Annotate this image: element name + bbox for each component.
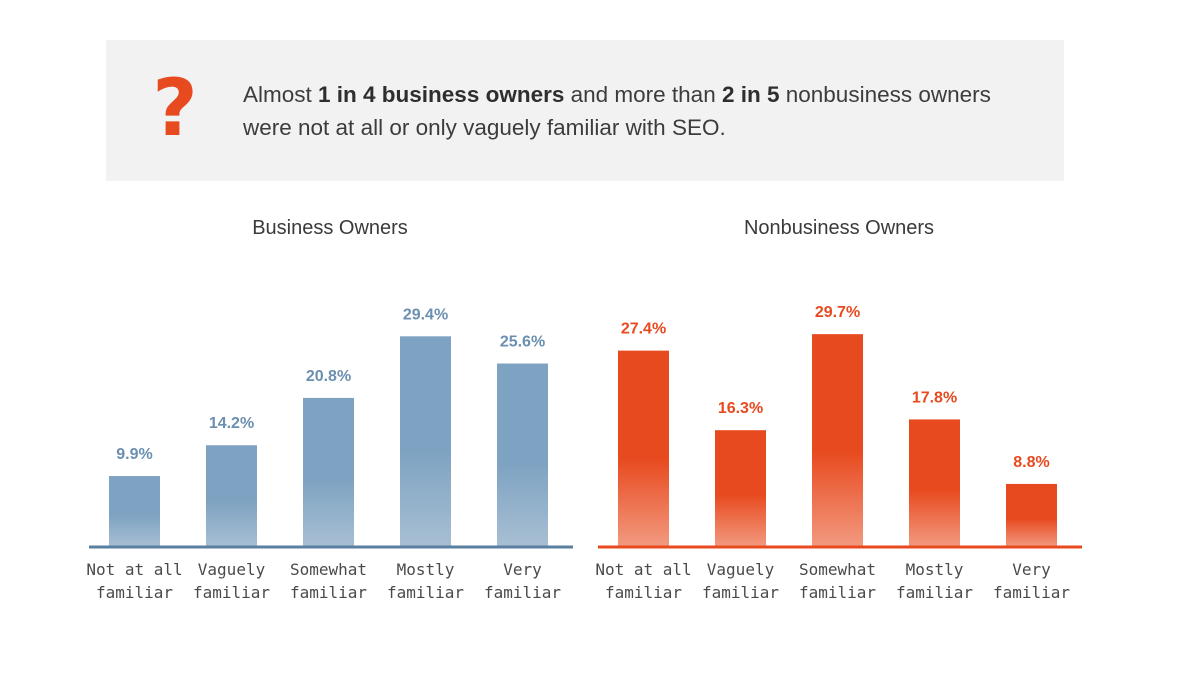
- callout-text: Almost 1 in 4 business owners and more t…: [243, 78, 1023, 144]
- value-label: 8.8%: [1013, 454, 1049, 471]
- category-label: familiar: [484, 583, 561, 602]
- bar-nonbusiness-4: [1006, 483, 1057, 547]
- question-mark-icon: ?: [152, 64, 198, 154]
- category-label: Mostly: [397, 560, 455, 579]
- category-label: familiar: [993, 583, 1070, 602]
- value-label: 16.3%: [718, 400, 763, 417]
- category-label: familiar: [387, 583, 464, 602]
- business-owners-chart: 9.9% Not at all familiar 14.2% Vaguely famili…: [86, 306, 573, 602]
- category-label: familiar: [290, 583, 367, 602]
- category-label: familiar: [193, 583, 270, 602]
- value-label: 14.2%: [209, 415, 254, 432]
- bar-business-0: [109, 476, 160, 547]
- category-label: Not at all: [595, 560, 691, 579]
- category-label: familiar: [896, 583, 973, 602]
- category-label: Vaguely: [198, 560, 266, 579]
- callout-text-part: Almost: [243, 82, 319, 107]
- category-label: Mostly: [906, 560, 964, 579]
- chart-title-nonbusiness: Nonbusiness Owners: [743, 217, 935, 239]
- callout-highlight-business: 1 in 4 business owners: [318, 82, 565, 107]
- category-label: familiar: [605, 583, 682, 602]
- callout-highlight-nonbusiness: 2 in 5: [721, 82, 780, 107]
- category-label: familiar: [702, 583, 779, 602]
- category-label: Somewhat: [799, 560, 876, 579]
- category-label: familiar: [96, 583, 173, 602]
- category-label: Not at all: [86, 560, 182, 579]
- bar-business-2: [303, 397, 354, 547]
- bar-nonbusiness-3: [909, 419, 960, 547]
- category-label: familiar: [799, 583, 876, 602]
- value-label: 17.8%: [912, 389, 957, 406]
- callout-text-part: and more than: [564, 82, 722, 107]
- chart-title-business: Business Owners: [252, 217, 408, 239]
- value-label: 9.9%: [116, 446, 152, 463]
- category-label: Very: [1012, 560, 1051, 579]
- bar-nonbusiness-0: [618, 350, 669, 547]
- callout-text-part: nonbusiness owners were not at all or on…: [243, 82, 991, 140]
- bar-business-1: [206, 445, 257, 547]
- bar-nonbusiness-2: [812, 334, 863, 547]
- category-label: Vaguely: [707, 560, 775, 579]
- callout-box: [106, 40, 1064, 181]
- value-label: 27.4%: [621, 321, 666, 338]
- bar-business-3: [400, 336, 451, 547]
- value-label: 29.4%: [403, 306, 448, 323]
- value-label: 29.7%: [815, 304, 860, 321]
- value-label: 20.8%: [306, 368, 351, 385]
- bar-business-4: [497, 363, 548, 547]
- category-label: Somewhat: [290, 560, 367, 579]
- value-label: 25.6%: [500, 334, 545, 351]
- category-label: Very: [503, 560, 542, 579]
- bar-nonbusiness-1: [715, 430, 766, 547]
- nonbusiness-owners-chart: 27.4% Not at all familiar 16.3% Vaguely famil…: [595, 304, 1082, 602]
